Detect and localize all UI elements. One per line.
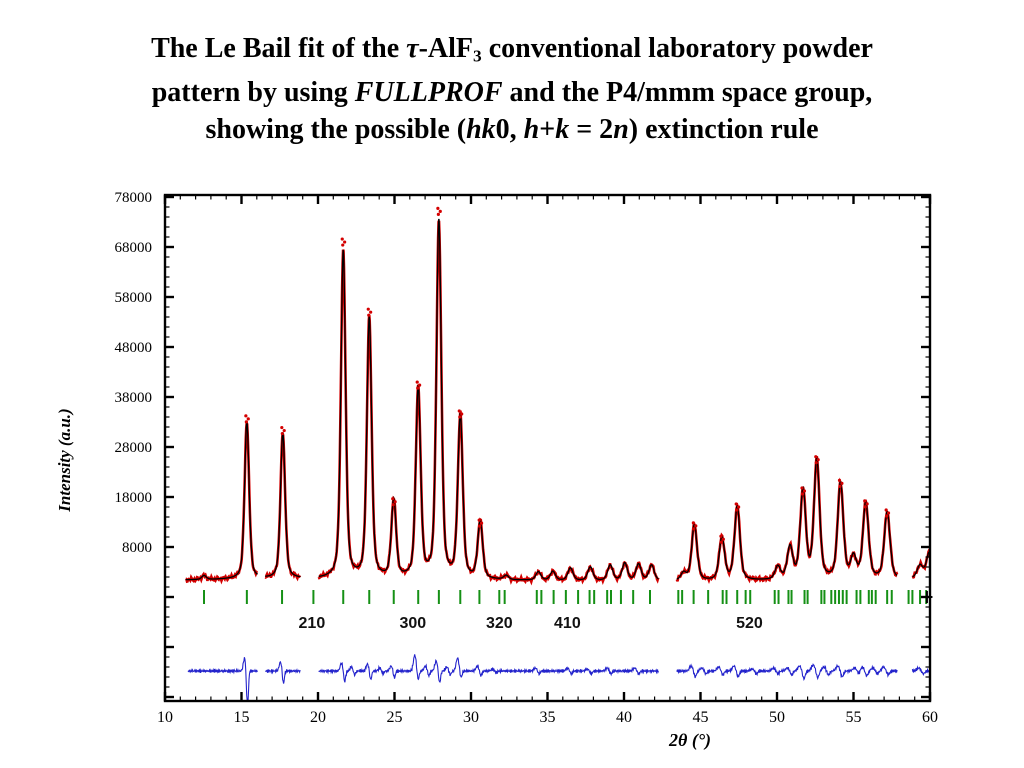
x-tick-label: 10 — [157, 709, 173, 726]
plain-text: -AlF — [418, 33, 474, 64]
plain-text: and the P4/mmm space group, — [502, 77, 873, 109]
x-tick-label: 45 — [693, 709, 709, 726]
reflection-label-320: 320 — [486, 615, 513, 632]
x-tick-label: 50 — [769, 709, 785, 726]
x-tick-label: 20 — [310, 709, 326, 726]
observed-points — [184, 220, 929, 586]
reflection-label-520: 520 — [736, 615, 763, 632]
slide-title: The Le Bail fit of the τ-AlF3 convention… — [0, 30, 1024, 148]
axis-tick-labels: 8000 18000 28000 38000 48000 58000 68000 78000 1… — [115, 190, 939, 726]
italic-text: k — [555, 114, 570, 146]
plain-text: + — [539, 114, 556, 146]
y-tick-label: 68000 — [115, 240, 153, 256]
x-tick-label: 60 — [922, 709, 938, 726]
axes-frame — [163, 193, 932, 703]
x-axis-title: 2θ (°) — [668, 730, 711, 751]
plain-text: showing the possible ( — [205, 114, 467, 146]
italic-text: n — [613, 114, 629, 146]
observed-apex-points — [244, 206, 891, 544]
x-tick-label: 15 — [234, 709, 250, 726]
reflection-labels: 210 300 320 410 520 — [299, 615, 763, 632]
subscript-text: 3 — [473, 46, 482, 66]
x-tick-label: 40 — [616, 709, 632, 726]
x-tick-label: 55 — [846, 709, 862, 726]
italic-text: τ — [406, 33, 419, 64]
plain-text: = 2 — [569, 114, 614, 146]
y-tick-label: 78000 — [115, 190, 153, 206]
x-tick-label: 25 — [387, 709, 403, 726]
plain-text: ) extinction rule — [628, 114, 819, 146]
y-tick-label: 58000 — [115, 290, 153, 306]
plain-text: conventional laboratory powder — [481, 33, 873, 64]
slide-title-line-1: The Le Bail fit of the τ-AlF3 convention… — [0, 30, 1024, 74]
difference-curve — [187, 654, 929, 700]
plain-text: 0, — [495, 114, 524, 146]
slide-title-line-3: showing the possible (hk0, h+k = 2n) ext… — [0, 111, 1024, 148]
italic-text: FULLPROF — [354, 77, 503, 109]
y-tick-label: 18000 — [115, 490, 153, 506]
y-tick-label: 48000 — [115, 340, 153, 356]
plain-text: pattern by using — [151, 77, 355, 109]
italic-text: h — [523, 114, 540, 146]
x-tick-label: 30 — [463, 709, 479, 726]
reflection-label-300: 300 — [400, 615, 427, 632]
calculated-line — [185, 218, 929, 581]
y-tick-label: 38000 — [115, 390, 153, 406]
plain-text: The Le Bail fit of the — [151, 33, 407, 64]
bragg-tick-row — [203, 590, 928, 604]
reflection-label-410: 410 — [554, 615, 581, 632]
x-tick-label: 35 — [540, 709, 556, 726]
reflection-label-210: 210 — [299, 615, 326, 632]
y-tick-label: 8000 — [122, 540, 152, 556]
y-tick-label: 28000 — [115, 440, 153, 456]
slide-title-line-2: pattern by using FULLPROF and the P4/mmm… — [0, 74, 1024, 111]
italic-text: hk — [466, 114, 496, 146]
y-axis-title: Intensity (a.u.) — [55, 408, 74, 512]
